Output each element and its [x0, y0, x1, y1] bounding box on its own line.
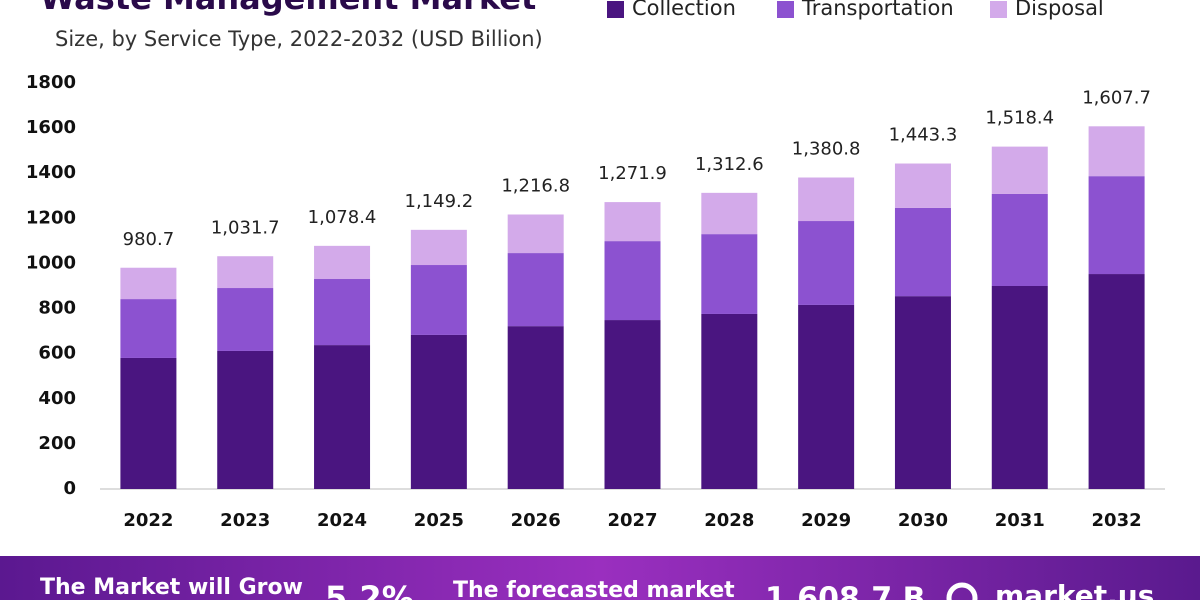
banner-forecast-text: The forecasted market: [453, 578, 735, 600]
bar-segment: [507, 326, 564, 489]
total-label: 1,078.4: [308, 207, 377, 228]
bar-segment: [217, 350, 274, 489]
legend-label: Transportation: [801, 0, 954, 20]
bar-segment: [314, 345, 371, 489]
bar-segment: [120, 267, 177, 300]
bar-segment: [507, 214, 564, 254]
total-label: 980.7: [123, 229, 175, 250]
legend-swatch: [607, 1, 624, 18]
x-tick-label: 2030: [898, 510, 948, 531]
legend-label: Disposal: [1015, 0, 1104, 20]
bar-segment: [798, 177, 855, 222]
bar-segment: [798, 304, 855, 489]
bar-segment: [701, 192, 758, 235]
total-label: 1,031.7: [211, 217, 280, 238]
bar-segment: [991, 146, 1048, 194]
y-tick-label: 800: [38, 298, 76, 319]
bar-segment: [798, 221, 855, 305]
y-tick-label: 1400: [26, 162, 76, 183]
bar-segment: [120, 299, 177, 358]
bar-segment: [991, 286, 1048, 489]
y-tick-label: 1800: [26, 72, 76, 93]
bar-segment: [604, 241, 661, 321]
bar-segment: [410, 334, 467, 489]
total-label: 1,312.6: [695, 154, 764, 175]
bar-segment: [701, 234, 758, 314]
total-label: 1,271.9: [598, 163, 667, 184]
y-tick-label: 1000: [26, 252, 76, 273]
x-tick-label: 2023: [220, 510, 270, 531]
bar-segment: [894, 296, 951, 489]
x-tick-label: 2025: [414, 510, 464, 531]
legend-swatch: [990, 1, 1007, 18]
total-label: 1,443.3: [889, 124, 958, 145]
bar-segment: [1088, 126, 1145, 177]
bar-segment: [314, 245, 371, 280]
bar-segment: [120, 357, 177, 489]
bar-segment: [604, 202, 661, 242]
y-tick-label: 0: [63, 478, 76, 499]
y-tick-label: 1200: [26, 207, 76, 228]
x-tick-label: 2027: [607, 510, 657, 531]
banner-grow-rate: 5.2%: [325, 579, 414, 600]
total-label: 1,380.8: [792, 139, 861, 160]
x-tick-label: 2022: [123, 510, 173, 531]
bar-segment: [894, 207, 951, 297]
total-label: 1,518.4: [985, 108, 1054, 129]
bar-segment: [1088, 176, 1145, 275]
bar-segment: [991, 193, 1048, 286]
total-label: 1,607.7: [1082, 87, 1151, 108]
total-label: 1,216.8: [501, 176, 570, 197]
bar-segment: [1088, 274, 1145, 489]
x-tick-label: 2028: [704, 510, 754, 531]
y-tick-label: 400: [38, 388, 76, 409]
bar-segment: [701, 313, 758, 489]
y-tick-label: 1600: [26, 117, 76, 138]
banner: [0, 556, 1200, 600]
bar-segment: [410, 229, 467, 266]
total-label: 1,149.2: [405, 191, 474, 212]
x-tick-label: 2024: [317, 510, 367, 531]
y-tick-label: 200: [38, 433, 76, 454]
bar-segment: [507, 253, 564, 327]
bar-segment: [410, 265, 467, 335]
bar-segment: [604, 320, 661, 489]
legend-swatch: [777, 1, 794, 18]
banner-grow-text: The Market will Grow: [40, 575, 303, 600]
bar-segment: [217, 288, 274, 351]
chart-title: Waste Management Market: [40, 0, 536, 17]
x-tick-label: 2031: [995, 510, 1045, 531]
legend-label: Collection: [632, 0, 736, 20]
y-tick-label: 600: [38, 343, 76, 364]
x-tick-label: 2026: [511, 510, 561, 531]
brand-logo: [946, 582, 978, 600]
banner-forecast-value: 1,608.7 B: [765, 582, 925, 600]
bar-segment: [217, 256, 274, 289]
bar-segment: [314, 279, 371, 346]
banner-brand: market.us: [995, 579, 1154, 600]
x-tick-label: 2029: [801, 510, 851, 531]
chart-subtitle: Size, by Service Type, 2022-2032 (USD Bi…: [55, 27, 543, 51]
bar-segment: [894, 163, 951, 208]
x-tick-label: 2032: [1092, 510, 1142, 531]
